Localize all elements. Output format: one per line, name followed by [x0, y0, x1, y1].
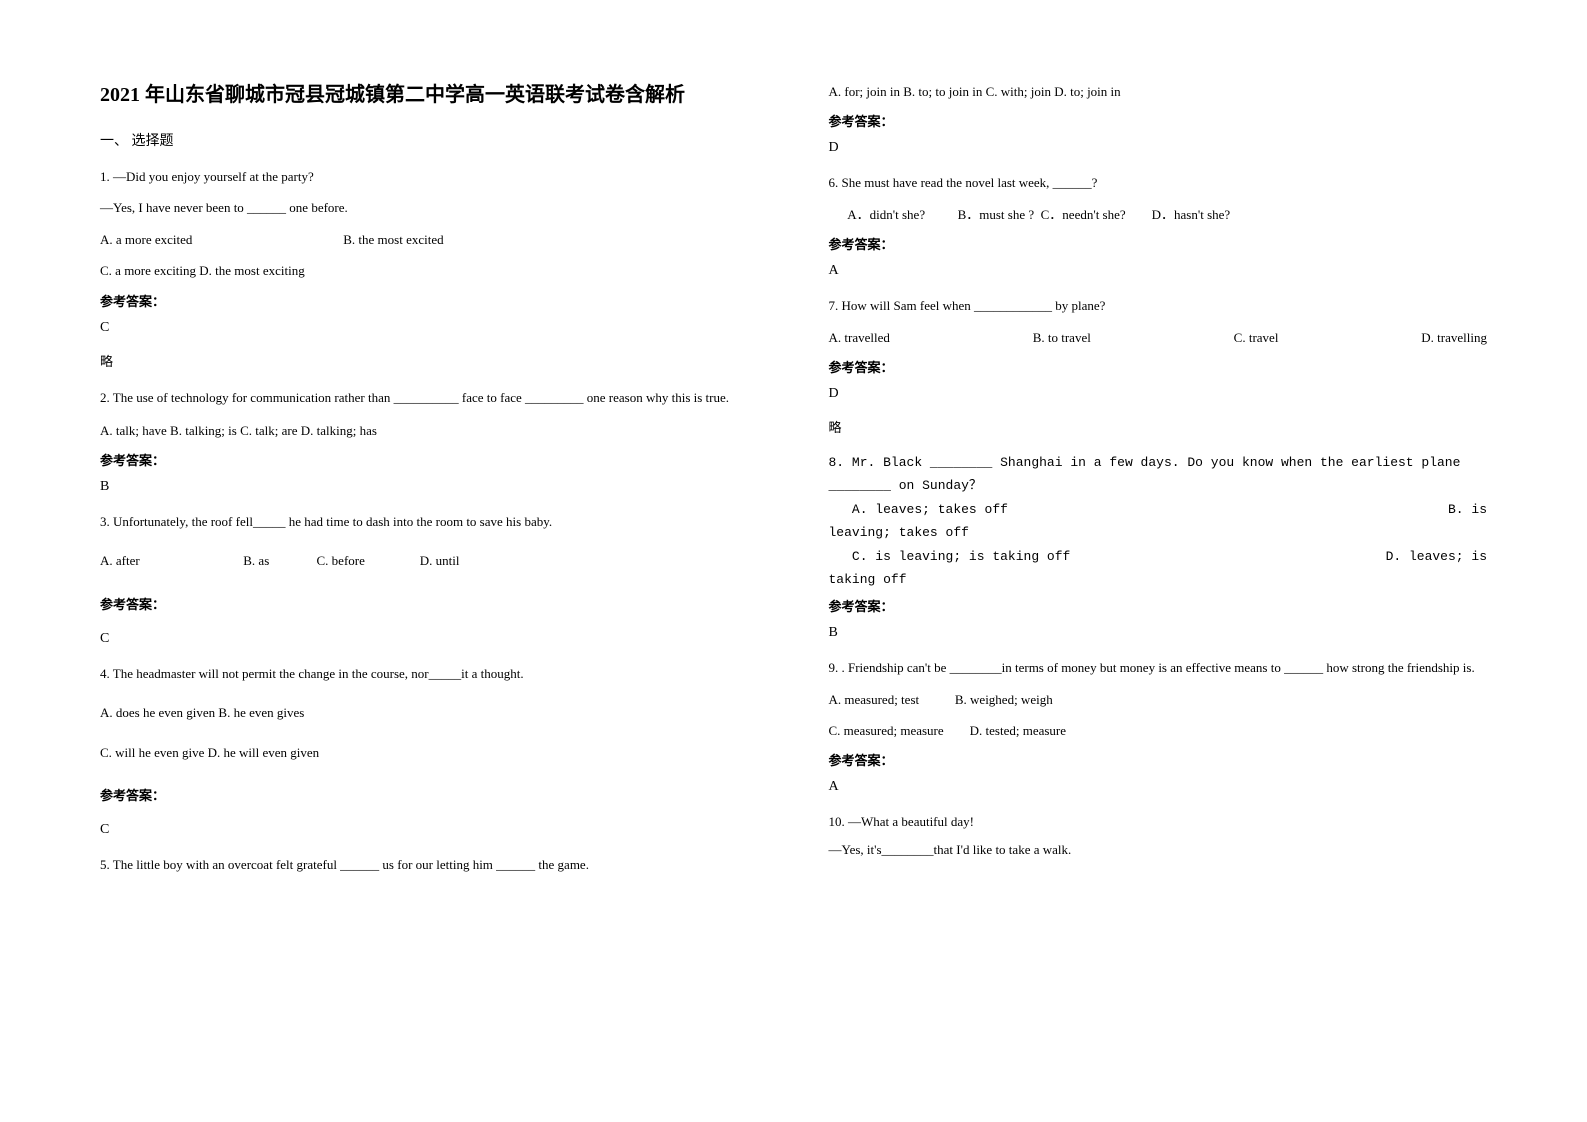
- q3-options: A. after B. as C. before D. until: [100, 549, 759, 572]
- q7-opt-b: B. to travel: [1033, 326, 1091, 349]
- q1-opt-a: A. a more excited: [100, 228, 340, 251]
- question-6: 6. She must have read the novel last wee…: [829, 171, 1488, 279]
- question-3: 3. Unfortunately, the roof fell_____ he …: [100, 510, 759, 647]
- q7-note: 略: [829, 417, 1488, 436]
- q10-line1: 10. —What a beautiful day!: [829, 810, 1488, 833]
- left-column: 2021 年山东省聊城市冠县冠城镇第二中学高一英语联考试卷含解析 一、 选择题 …: [100, 80, 759, 888]
- q1-note: 略: [100, 351, 759, 370]
- page-wrapper: 2021 年山东省聊城市冠县冠城镇第二中学高一英语联考试卷含解析 一、 选择题 …: [100, 80, 1487, 888]
- question-5: 5. The little boy with an overcoat felt …: [100, 853, 759, 876]
- q5-options: A. for; join in B. to; to join in C. wit…: [829, 80, 1488, 103]
- q6-text: 6. She must have read the novel last wee…: [829, 171, 1488, 194]
- question-1: 1. —Did you enjoy yourself at the party?…: [100, 165, 759, 370]
- q3-opt-c: C. before: [317, 549, 417, 572]
- q9-options1: A. measured; test B. weighed; weigh: [829, 688, 1488, 711]
- q8-line-cd: C. is leaving; is taking off D. leaves; …: [829, 545, 1488, 568]
- q8-text: 8. Mr. Black ________ Shanghai in a few …: [829, 451, 1488, 498]
- q3-opt-b: B. as: [243, 549, 313, 572]
- q8-opt-c: C. is leaving; is taking off: [829, 545, 1071, 568]
- q1-answer: C: [100, 320, 759, 336]
- q8-opt-d-prefix: D. leaves; is: [1386, 545, 1487, 568]
- q8-answer-label: 参考答案：: [829, 596, 1488, 615]
- question-7: 7. How will Sam feel when ____________ b…: [829, 294, 1488, 436]
- q2-answer: B: [100, 479, 759, 495]
- question-4: 4. The headmaster will not permit the ch…: [100, 662, 759, 838]
- q3-text: 3. Unfortunately, the roof fell_____ he …: [100, 510, 759, 533]
- q2-text: 2. The use of technology for communicati…: [100, 385, 759, 411]
- q6-answer: A: [829, 263, 1488, 279]
- q3-answer: C: [100, 631, 759, 647]
- q8-answer: B: [829, 625, 1488, 641]
- q8-opt-b-cont: leaving; takes off: [829, 521, 1488, 544]
- q8-opt-b-prefix: B. is: [1448, 498, 1487, 521]
- q10-line2: —Yes, it's________that I'd like to take …: [829, 838, 1488, 861]
- q8-opt-a: A. leaves; takes off: [829, 498, 1008, 521]
- q1-line1: 1. —Did you enjoy yourself at the party?: [100, 165, 759, 188]
- q3-answer-label: 参考答案：: [100, 594, 759, 613]
- q8-opt-d-cont: taking off: [829, 568, 1488, 591]
- q9-answer: A: [829, 779, 1488, 795]
- exam-title: 2021 年山东省聊城市冠县冠城镇第二中学高一英语联考试卷含解析: [100, 80, 759, 110]
- q3-opt-d: D. until: [420, 553, 460, 568]
- question-9: 9. . Friendship can't be ________in term…: [829, 656, 1488, 795]
- section-heading: 一、 选择题: [100, 130, 759, 150]
- q7-opt-c: C. travel: [1234, 326, 1279, 349]
- q4-answer-label: 参考答案：: [100, 785, 759, 804]
- q4-options2: C. will he even give D. he will even giv…: [100, 741, 759, 764]
- q9-answer-label: 参考答案：: [829, 750, 1488, 769]
- q7-opt-d: D. travelling: [1421, 326, 1487, 349]
- q1-line2: —Yes, I have never been to ______ one be…: [100, 196, 759, 219]
- q2-answer-label: 参考答案：: [100, 450, 759, 469]
- q1-options-ab: A. a more excited B. the most excited: [100, 228, 759, 251]
- q8-line-ab: A. leaves; takes off B. is: [829, 498, 1488, 521]
- q7-opt-a: A. travelled: [829, 326, 890, 349]
- q1-options-cd: C. a more exciting D. the most exciting: [100, 259, 759, 282]
- q6-answer-label: 参考答案：: [829, 234, 1488, 253]
- q6-options: A．didn't she? B．must she ? C．needn't she…: [829, 203, 1488, 226]
- q3-opt-a: A. after: [100, 549, 240, 572]
- q9-text: 9. . Friendship can't be ________in term…: [829, 656, 1488, 679]
- q7-answer-label: 参考答案：: [829, 357, 1488, 376]
- q5-answer-label: 参考答案：: [829, 111, 1488, 130]
- q9-options2: C. measured; measure D. tested; measure: [829, 719, 1488, 742]
- q2-options: A. talk; have B. talking; is C. talk; ar…: [100, 419, 759, 442]
- q4-options1: A. does he even given B. he even gives: [100, 701, 759, 724]
- q7-text: 7. How will Sam feel when ____________ b…: [829, 294, 1488, 317]
- right-column: A. for; join in B. to; to join in C. wit…: [829, 80, 1488, 888]
- q4-text: 4. The headmaster will not permit the ch…: [100, 662, 759, 685]
- q5-answer: D: [829, 140, 1488, 156]
- question-8: 8. Mr. Black ________ Shanghai in a few …: [829, 451, 1488, 641]
- q1-answer-label: 参考答案：: [100, 291, 759, 310]
- question-2: 2. The use of technology for communicati…: [100, 385, 759, 495]
- q7-options: A. travelled B. to travel C. travel D. t…: [829, 326, 1488, 349]
- question-10: 10. —What a beautiful day! —Yes, it's___…: [829, 810, 1488, 861]
- q1-opt-b: B. the most excited: [343, 232, 443, 247]
- q4-answer: C: [100, 822, 759, 838]
- q7-answer: D: [829, 386, 1488, 402]
- q5-text: 5. The little boy with an overcoat felt …: [100, 853, 759, 876]
